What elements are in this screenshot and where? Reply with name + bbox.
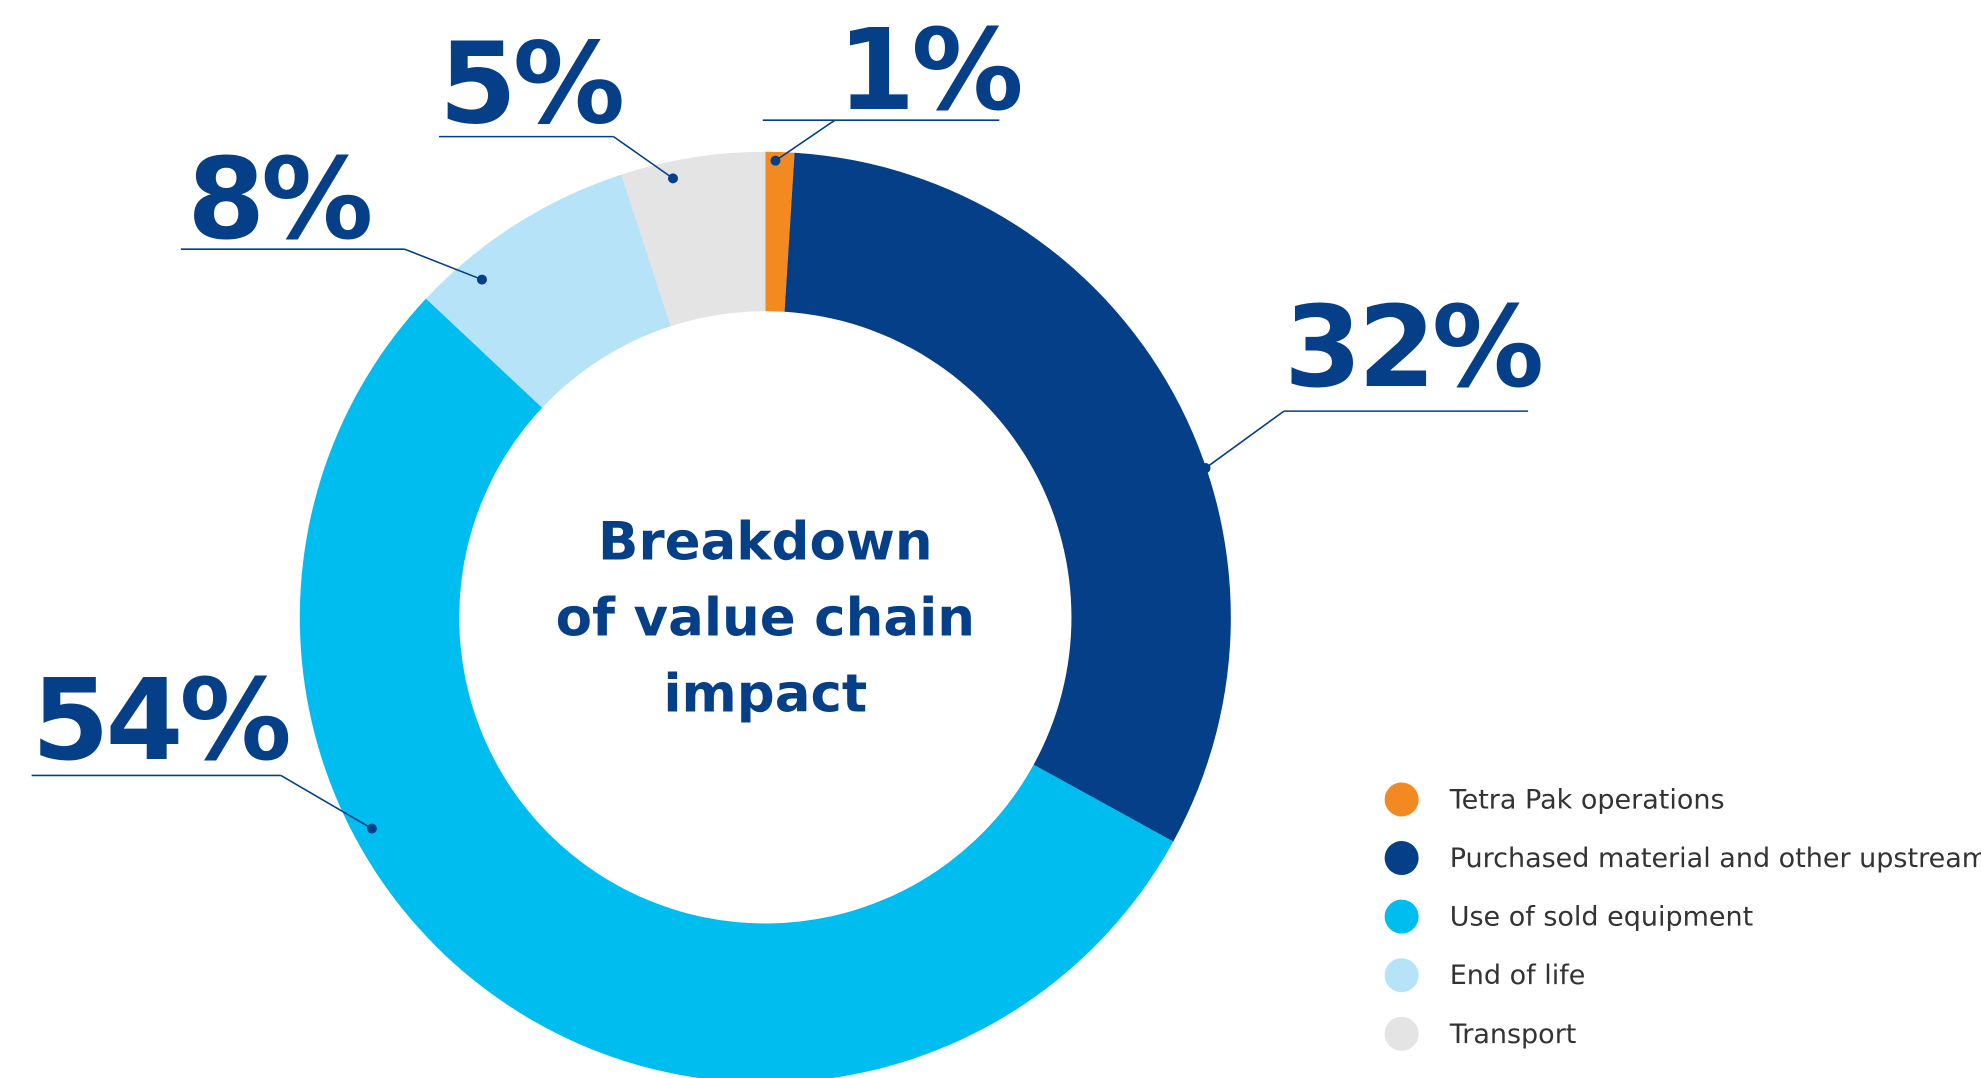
- leader-line: [280, 774, 373, 830]
- donut-segment: [621, 151, 766, 327]
- leader-dot: [1200, 463, 1211, 474]
- legend-label: Tetra Pak operations: [1449, 784, 1725, 815]
- legend-label: Transport: [1449, 1019, 1577, 1050]
- legend-swatch: [1384, 958, 1419, 993]
- legend-swatch: [1384, 899, 1419, 934]
- donut-segment: [425, 174, 671, 408]
- donut-segment: [765, 151, 795, 312]
- value-label: 32%: [1284, 283, 1541, 413]
- leader-dot: [366, 823, 377, 834]
- chart-title: Breakdown: [598, 511, 933, 572]
- value-label: 54%: [32, 656, 289, 786]
- leader-line: [404, 248, 483, 281]
- chart-title: impact: [663, 663, 867, 724]
- leader-line: [774, 119, 836, 162]
- legend-swatch: [1384, 841, 1419, 876]
- value-label: 1%: [837, 6, 1020, 136]
- legend-label: Purchased material and other upstream: [1450, 843, 1981, 874]
- legend-swatch: [1384, 1016, 1419, 1051]
- legend-label: End of life: [1450, 960, 1586, 991]
- leader-line: [613, 135, 674, 180]
- leader-dot: [476, 274, 487, 285]
- legend-swatch: [1384, 782, 1419, 817]
- donut-segment: [784, 152, 1231, 842]
- chart-title: of value chain: [556, 587, 975, 648]
- leader-dot: [667, 173, 678, 184]
- leader-dot: [770, 155, 781, 166]
- donut-segment: [299, 298, 1174, 1078]
- value-label: 5%: [439, 20, 622, 150]
- legend-label: Use of sold equipment: [1450, 902, 1754, 933]
- value-label: 8%: [187, 135, 370, 265]
- leader-line: [1205, 410, 1285, 469]
